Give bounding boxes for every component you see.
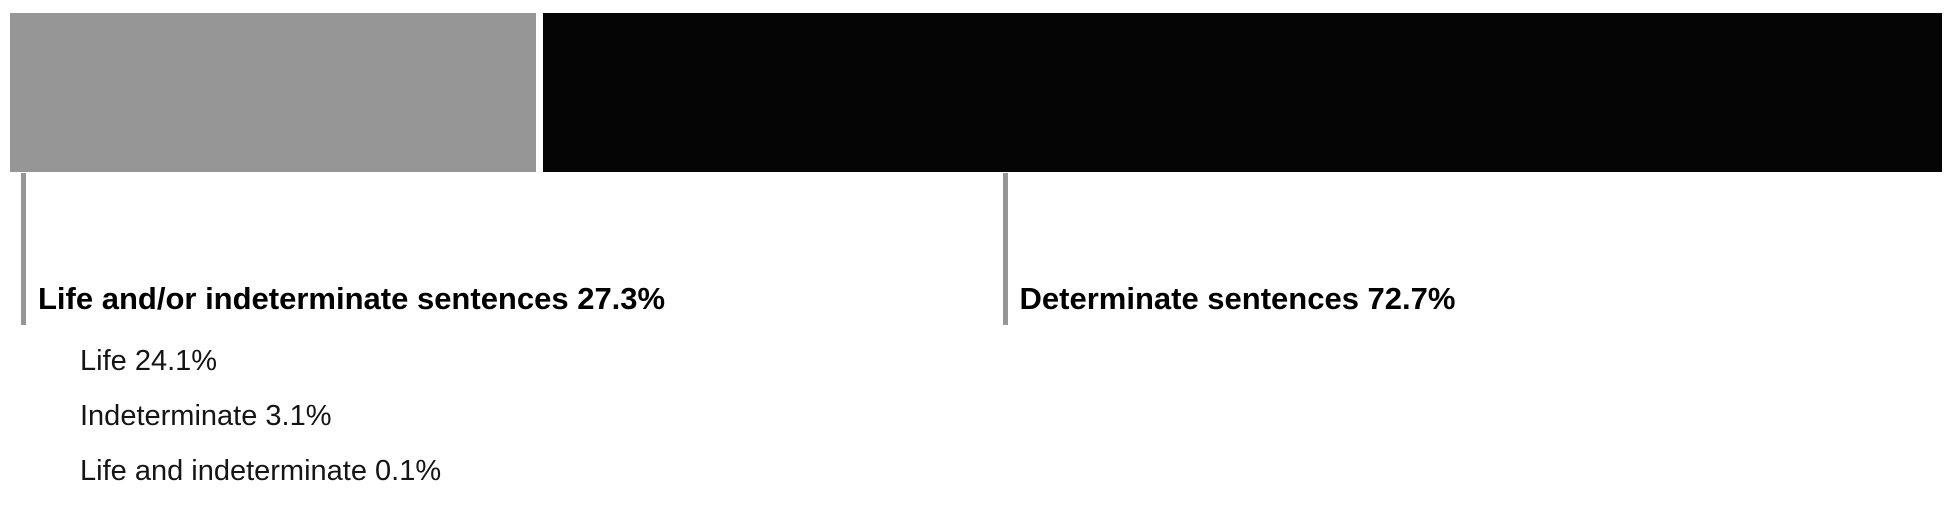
callout-heading-determinate: Determinate sentences 72.7% <box>1019 281 1456 316</box>
list-item: Life 24.1% <box>80 345 218 377</box>
leader-line-determinate <box>1002 173 1008 325</box>
callout-breakdown-list: Life 24.1% Indeterminate 3.1% Life and i… <box>38 334 665 499</box>
list-item: Life and indeterminate 0.1% <box>80 455 442 487</box>
leader-line-life-indeterminate <box>21 173 26 325</box>
bar-segment-determinate <box>542 13 1942 172</box>
callout-heading-life-indeterminate: Life and/or indeterminate sentences 27.3… <box>38 281 666 316</box>
bar-segment-life-indeterminate <box>10 13 536 172</box>
callout-determinate: Determinate sentences 72.7% <box>1020 279 1456 319</box>
callout-life-indeterminate: Life and/or indeterminate sentences 27.3… <box>38 279 665 499</box>
list-item: Indeterminate 3.1% <box>80 400 332 432</box>
